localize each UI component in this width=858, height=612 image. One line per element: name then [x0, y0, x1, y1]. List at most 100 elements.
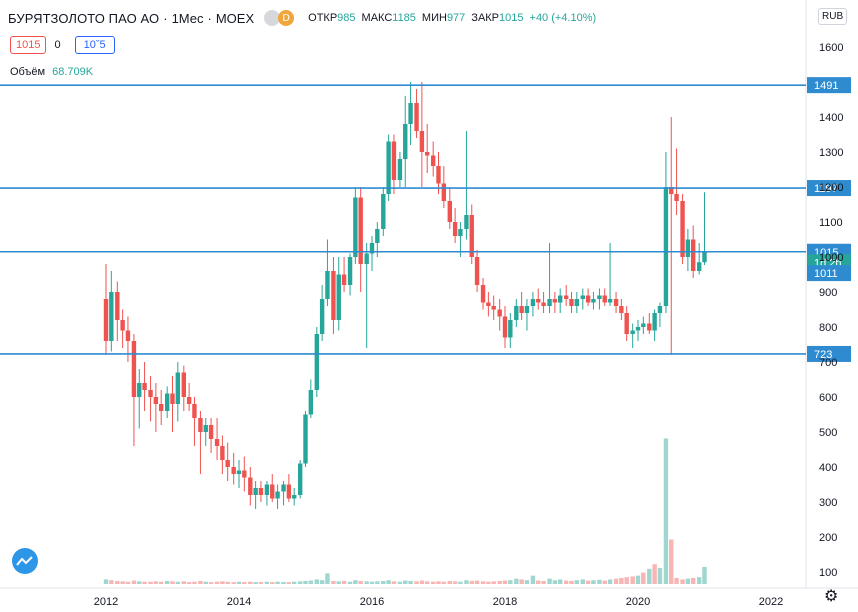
level-label: 1197 [814, 183, 838, 195]
price-input-box[interactable]: 1015 [10, 36, 47, 54]
candle-body [175, 372, 181, 404]
interval-label[interactable]: 1Мес [171, 10, 204, 26]
candle-body [690, 239, 696, 271]
volume-bar [192, 581, 197, 584]
candle-body [170, 393, 175, 404]
candle-body [375, 229, 380, 243]
volume-bar [281, 582, 286, 584]
candle-body [424, 152, 430, 156]
volume-bar [430, 581, 436, 584]
candle-body [336, 274, 341, 320]
candle-body [680, 201, 685, 257]
volume-bar [164, 580, 170, 584]
candle-body [685, 239, 691, 257]
candle-body [297, 463, 303, 495]
candle-body [630, 330, 635, 334]
candle-body [569, 299, 574, 306]
volume-bar [198, 580, 203, 584]
volume-bar [508, 580, 513, 584]
volume-bar [641, 572, 646, 584]
volume-bar [419, 580, 425, 584]
volume-bar [452, 581, 458, 584]
volume-bar [464, 580, 469, 584]
candle-body [275, 491, 280, 499]
candle-body [148, 390, 153, 397]
y-tick-label: 1300 [819, 147, 843, 159]
candle-body [491, 306, 496, 310]
volume-bar [148, 581, 153, 584]
candle-body [103, 299, 109, 341]
candle-body [508, 320, 513, 338]
candle-body [502, 316, 508, 338]
volume-label: Объём [10, 66, 46, 78]
ratio-input-box[interactable]: 10ˇ5 [74, 36, 115, 54]
level-label-bg [807, 77, 851, 94]
candle-body [669, 187, 674, 194]
volume-bar [236, 581, 242, 584]
candle-body [325, 271, 330, 299]
volume-bar [591, 580, 596, 584]
volume-bar [225, 581, 230, 584]
candle-body [381, 194, 386, 229]
volume-bar [630, 576, 635, 584]
volume-bar [530, 575, 536, 584]
volume-bar [125, 581, 131, 584]
candle-body [109, 292, 114, 341]
candle-body [624, 313, 629, 334]
volume-bar [131, 580, 137, 584]
currency-button[interactable]: RUB [818, 8, 848, 25]
candle-body [270, 484, 275, 499]
y-tick-label: 500 [819, 427, 837, 439]
candle-body [514, 306, 519, 320]
volume-bar [303, 580, 308, 584]
candle-body [353, 197, 358, 257]
candle-body [419, 131, 425, 152]
y-tick-label: 1600 [819, 42, 843, 54]
volume-bar [424, 581, 430, 584]
candle-body [674, 194, 679, 201]
y-tick-label: 200 [819, 532, 837, 544]
volume-bar [231, 582, 236, 584]
volume-bar [137, 581, 142, 584]
volume-bar [552, 580, 558, 584]
candle-body [137, 383, 142, 397]
volume-bar [381, 580, 386, 584]
volume-bar [497, 580, 502, 584]
volume-bar [541, 580, 546, 584]
candle-body [364, 253, 369, 264]
volume-bar [258, 582, 264, 584]
volume-value: 68.709K [52, 66, 94, 78]
candle-body [158, 404, 164, 411]
candle-body [341, 274, 347, 285]
candle-body [436, 166, 441, 184]
candle-body [635, 327, 641, 331]
chart-header: БУРЯТЗОЛОТО ПАО АО · 1Мес · MOEX D ОТКР9… [8, 8, 596, 28]
volume-bar [142, 581, 147, 584]
settings-gear-icon[interactable]: ⚙ [824, 586, 839, 605]
candle-body [142, 383, 147, 390]
volume-bar [447, 580, 453, 584]
y-tick-label: 300 [819, 497, 837, 509]
volume-bar [607, 579, 613, 584]
y-tick-label: 600 [819, 392, 837, 404]
candle-body [125, 330, 131, 341]
volume-bar [696, 577, 702, 584]
level-label: 723 [814, 349, 832, 361]
candle-body [580, 295, 586, 299]
candle-body [597, 295, 602, 299]
candle-body [386, 141, 391, 194]
symbol-title[interactable]: БУРЯТЗОЛОТО ПАО АО [8, 10, 160, 26]
price-tag-bg [807, 265, 851, 282]
zero-value: 0 [54, 39, 61, 51]
volume-bar [486, 581, 491, 584]
candle-body [497, 309, 502, 317]
candle-body [619, 306, 624, 313]
tradingview-logo-icon[interactable] [12, 548, 38, 574]
x-tick-label: 2020 [626, 596, 650, 608]
high-value: 1185 [392, 12, 416, 24]
volume-bar [170, 581, 175, 584]
candle-body [286, 484, 292, 499]
candle-body [314, 334, 320, 390]
volume-bar [491, 581, 496, 584]
